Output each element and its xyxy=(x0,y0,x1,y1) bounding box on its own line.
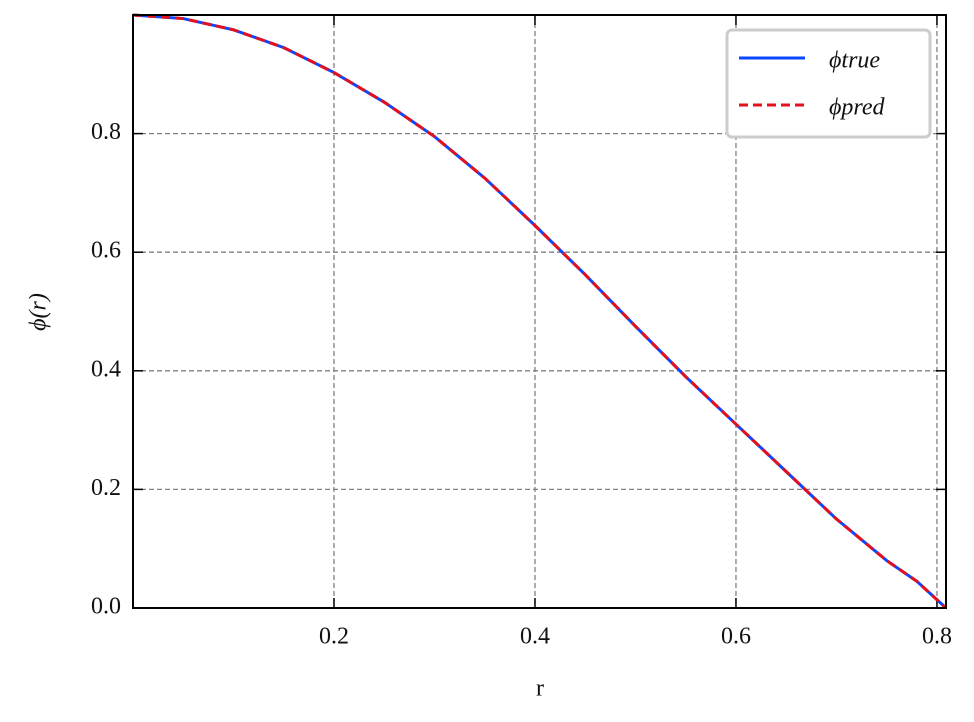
plot-frame xyxy=(132,14,947,609)
y-tick-label: 0.8 xyxy=(91,119,121,145)
y-tick-label: 0.0 xyxy=(91,594,121,620)
x-tick-label: 0.6 xyxy=(721,624,751,650)
y-tick-label: 0.4 xyxy=(91,356,121,382)
x-tick-label: 0.2 xyxy=(319,624,349,650)
data-line xyxy=(132,13,948,610)
x-tick-label: 0.4 xyxy=(520,624,550,650)
y-tick-label: 0.2 xyxy=(91,475,121,501)
x-tick-label: 0.8 xyxy=(922,624,952,650)
y-axis-label: ϕ(r) xyxy=(26,293,52,331)
legend-label: ϕpred xyxy=(829,95,886,121)
y-tick-label: 0.6 xyxy=(91,238,121,264)
x-axis-label: r xyxy=(536,676,544,702)
legend-box xyxy=(725,28,932,139)
legend-label: ϕtrue xyxy=(829,48,880,74)
